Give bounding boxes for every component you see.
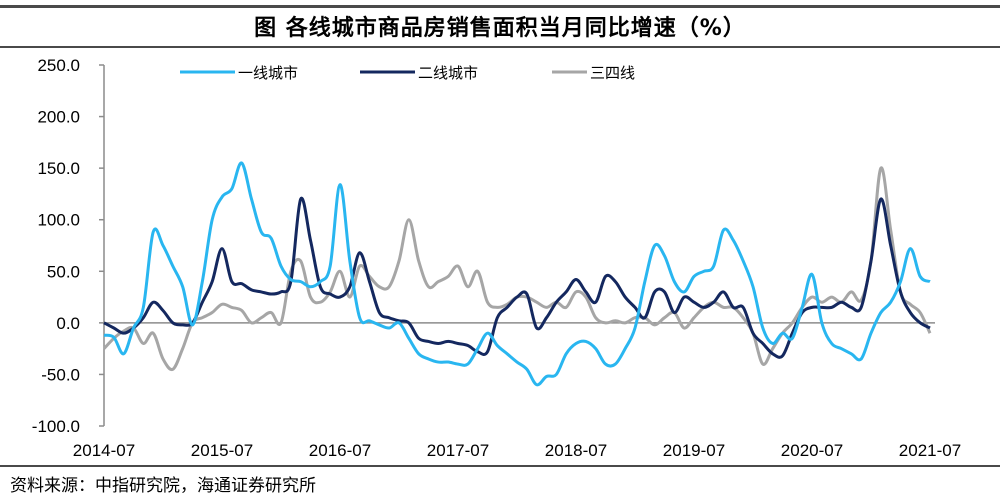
x-tick-label: 2020-07: [781, 441, 843, 460]
bottom-rule: [0, 465, 1000, 467]
y-tick-label: 250.0: [37, 56, 80, 75]
legend: 一线城市 二线城市 三四线: [180, 64, 635, 82]
x-tick-label: 2014-07: [73, 441, 135, 460]
y-tick-label: 150.0: [37, 159, 80, 178]
y-tick-label: 50.0: [47, 262, 80, 281]
title-rule: [0, 46, 1000, 48]
legend-label-tier2: 二线城市: [418, 64, 478, 82]
x-tick-label: 2019-07: [663, 441, 725, 460]
legend-label-tier1: 一线城市: [238, 64, 298, 82]
y-axis: 250.0 200.0 150.0 100.0 50.0 0.0 -50.0 -100.0: [32, 56, 105, 436]
source-note: 资料来源：中指研究院，海通证券研究所: [10, 476, 316, 496]
x-tick-label: 2017-07: [427, 441, 489, 460]
x-tick-label: 2021-07: [899, 441, 961, 460]
plot-lines: [102, 161, 932, 387]
x-tick-label: 2015-07: [191, 441, 253, 460]
x-tick-label: 2016-07: [309, 441, 371, 460]
series-line-tier1: [103, 161, 931, 387]
y-tick-label: -100.0: [32, 417, 80, 436]
x-tick-label: 2018-07: [545, 441, 607, 460]
top-rule: [0, 5, 1000, 8]
y-tick-label: 100.0: [37, 211, 80, 230]
line-chart: 250.0 200.0 150.0 100.0 50.0 0.0 -50.0 -100.0 2…: [32, 56, 961, 460]
y-tick-label: -50.0: [41, 365, 80, 384]
chart-title: 图 各线城市商品房销售面积当月同比增速（%）: [254, 16, 746, 41]
y-tick-label: 0.0: [56, 314, 80, 333]
y-tick-label: 200.0: [37, 108, 80, 127]
legend-label-tier34: 三四线: [590, 64, 635, 82]
series-line-tier2: [103, 196, 931, 359]
x-axis: 2014-07 2015-07 2016-07 2017-07 2018-07 2019-…: [73, 322, 961, 460]
